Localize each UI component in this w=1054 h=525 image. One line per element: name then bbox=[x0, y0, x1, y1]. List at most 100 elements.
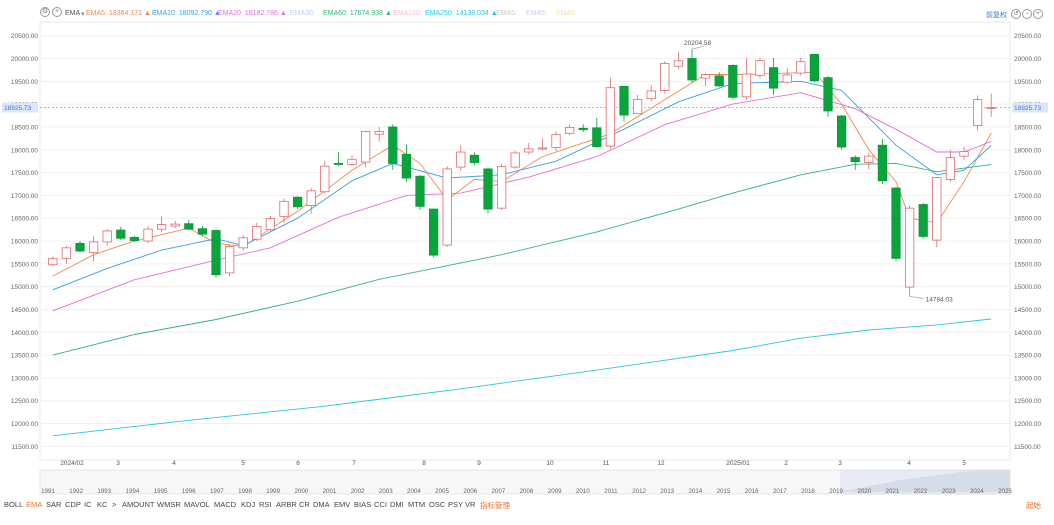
candle-body bbox=[850, 157, 860, 163]
menu-item-mavol[interactable]: MAVOL bbox=[184, 500, 210, 509]
ema-legend-item[interactable]: EMA5: bbox=[496, 10, 518, 17]
current-price-tag: 18925.73 bbox=[4, 105, 31, 112]
y-tick-label-left: 19500.00 bbox=[11, 79, 38, 86]
navigator-year: 1994 bbox=[126, 488, 140, 495]
candle-body bbox=[741, 73, 752, 98]
candle-body bbox=[687, 58, 697, 81]
y-tick-label-left: 16000.00 bbox=[11, 239, 38, 246]
y-tick-label-right: 17000.00 bbox=[1014, 193, 1041, 200]
add-icon[interactable]: + bbox=[52, 7, 62, 17]
start-button[interactable]: 起始 bbox=[1026, 501, 1041, 510]
menu-item-cci[interactable]: CCI bbox=[374, 500, 387, 509]
undo-icon[interactable]: ↺ bbox=[1011, 9, 1021, 19]
y-tick-label-right: 14000.00 bbox=[1014, 330, 1041, 337]
ema-legend-item[interactable]: EMA250: 14138.034 ▲ bbox=[425, 10, 498, 17]
menu-item-cr[interactable]: CR bbox=[299, 500, 310, 509]
ema-legend-item[interactable]: EMA30: bbox=[290, 10, 315, 17]
ema-line-ema20 bbox=[52, 92, 992, 312]
zoom-out-icon[interactable]: − bbox=[1022, 9, 1032, 19]
menu-item-mtm[interactable]: MTM bbox=[408, 500, 426, 509]
navigator-year: 2021 bbox=[886, 488, 900, 495]
zoom-in-icon[interactable]: + bbox=[1033, 9, 1043, 19]
ema-legend-item[interactable]: EMA60: 17674.938 ▲ bbox=[323, 10, 392, 17]
menu-item-ic[interactable]: IC bbox=[84, 500, 92, 509]
menu-item-osc[interactable]: OSC bbox=[429, 500, 446, 509]
navigator-year: 2017 bbox=[773, 488, 787, 495]
navigator-year: 2012 bbox=[632, 488, 646, 495]
x-tick-label: 10 bbox=[546, 460, 554, 467]
kline-chart[interactable]: 20204.58 14784.03 20500.00 20500.00 20000.0… bbox=[0, 0, 1054, 500]
menu-item-cdp[interactable]: CDP bbox=[65, 500, 81, 509]
menu-item-sar[interactable]: SAR bbox=[46, 500, 62, 509]
menu-item-psy[interactable]: PSY bbox=[448, 500, 464, 509]
menu-item-amount[interactable]: AMOUNT bbox=[122, 500, 155, 509]
candle-body bbox=[238, 237, 248, 249]
menu-item-dmi[interactable]: DMI bbox=[390, 500, 404, 509]
navigator-year: 2005 bbox=[435, 488, 449, 495]
ema-legend-item[interactable]: EMA5: bbox=[556, 10, 578, 17]
ema-legend-item[interactable]: EMA20: 18182.786 ▲ bbox=[218, 10, 287, 17]
menu-item-arbr[interactable]: ARBR bbox=[276, 500, 297, 509]
y-tick-label-right: 14500.00 bbox=[1014, 307, 1041, 314]
candle-body bbox=[428, 208, 439, 256]
menu-item-dma[interactable]: DMA bbox=[313, 500, 330, 509]
candle-body bbox=[442, 168, 452, 246]
range-navigator[interactable]: 1991 1992 1993 1994 1995 1996 1997 1998 1999 2000… bbox=[39, 469, 1012, 495]
adjust-fq-button[interactable]: 前复权 bbox=[986, 12, 1007, 19]
navigator-year: 2013 bbox=[660, 488, 674, 495]
ema-line-ema250 bbox=[52, 318, 992, 437]
y-tick-label-right: 13500.00 bbox=[1014, 353, 1041, 360]
high-pointer bbox=[691, 45, 705, 50]
candle-body bbox=[959, 151, 969, 157]
menu-item->[interactable]: > bbox=[112, 500, 117, 509]
candle-body bbox=[265, 218, 276, 230]
menu-item-rsi[interactable]: RSI bbox=[259, 500, 272, 509]
candle-body bbox=[415, 175, 425, 207]
menu-item-macd[interactable]: MACD bbox=[214, 500, 237, 509]
menu-item-boll[interactable]: BOLL bbox=[4, 500, 24, 509]
menu-item-kc[interactable]: KC bbox=[97, 500, 108, 509]
menu-item-vr[interactable]: VR bbox=[465, 500, 476, 509]
candle-body bbox=[782, 74, 792, 83]
navigator-year: 2018 bbox=[801, 488, 815, 495]
x-tick-label: 2025/01 bbox=[726, 460, 750, 467]
ema-line-ema5 bbox=[52, 71, 992, 277]
candle-body bbox=[932, 177, 942, 241]
x-tick-label: 2 bbox=[784, 460, 788, 467]
menu-item-emv[interactable]: EMV bbox=[334, 500, 351, 509]
candle-body bbox=[619, 85, 629, 116]
menu-item-bias[interactable]: BIAS bbox=[354, 500, 372, 509]
ema-legend-item[interactable]: EMA5: 18364.171 ▲ bbox=[86, 10, 151, 17]
settings-icon[interactable]: ⚙ bbox=[40, 7, 50, 17]
y-tick-label-left: 17000.00 bbox=[11, 193, 38, 200]
navigator-year: 2008 bbox=[520, 488, 534, 495]
navigator-year: 2014 bbox=[688, 488, 702, 495]
candle-body bbox=[48, 257, 58, 266]
time-axis: 2024/02 3 4 5 6 7 8 9 10 11 12 2025/01 2 3 4 5 bbox=[60, 460, 966, 467]
ema-legend-item[interactable]: EMA120: bbox=[393, 10, 422, 17]
indicator-name[interactable]: EMA bbox=[65, 10, 81, 17]
x-tick-label: 6 bbox=[296, 460, 300, 467]
chevron-down-icon[interactable]: ▾ bbox=[81, 11, 85, 18]
menu-item-kdj[interactable]: KDJ bbox=[241, 500, 256, 509]
candle-body bbox=[252, 225, 262, 240]
chart-grid bbox=[39, 21, 1011, 461]
navigator-year: 2002 bbox=[351, 488, 365, 495]
ema-legend-item[interactable]: EMA5: bbox=[526, 10, 548, 17]
y-tick-label-right: 16000.00 bbox=[1014, 239, 1041, 246]
navigator-year: 2022 bbox=[914, 488, 928, 495]
x-tick-label: 5 bbox=[962, 460, 966, 467]
candle-body bbox=[75, 242, 85, 252]
candle-body bbox=[537, 147, 548, 150]
candle-body bbox=[306, 190, 316, 206]
candle-body bbox=[184, 223, 194, 230]
candle-body bbox=[116, 229, 126, 239]
y-tick-label-right: 20000.00 bbox=[1014, 56, 1041, 63]
ema-legend-item[interactable]: EMA10: 18092.790 ▲ bbox=[152, 10, 221, 17]
candle-body bbox=[510, 152, 520, 168]
x-tick-label: 3 bbox=[838, 460, 842, 467]
menu-item-指标管理[interactable]: 指标管理 bbox=[480, 501, 510, 510]
menu-item-wmsr[interactable]: WMSR bbox=[157, 500, 181, 509]
candle-body bbox=[279, 200, 289, 217]
menu-item-ema[interactable]: EMA bbox=[26, 500, 43, 509]
